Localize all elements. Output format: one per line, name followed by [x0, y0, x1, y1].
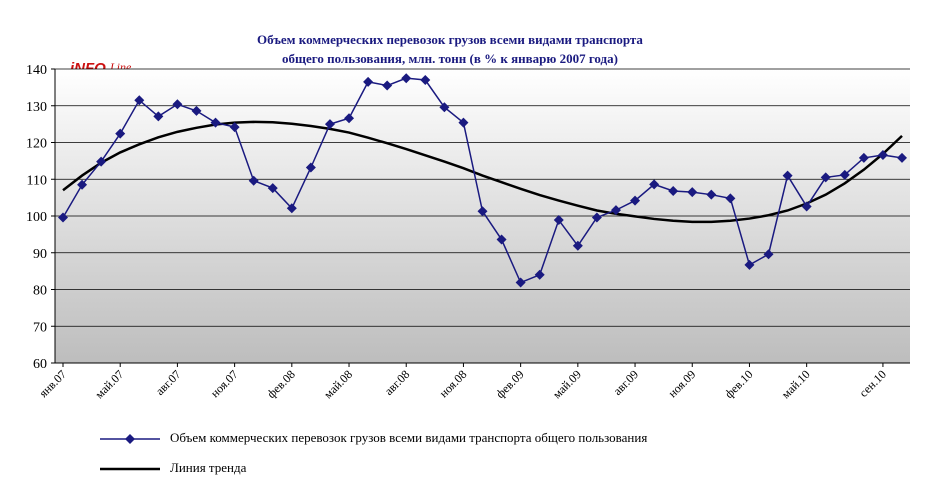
data-point	[420, 75, 431, 86]
data-point	[458, 117, 469, 128]
x-tick-label: авг.07	[153, 367, 184, 398]
data-point	[687, 187, 698, 198]
data-point	[229, 122, 240, 133]
legend-label-trend: Линия тренда	[170, 460, 247, 475]
data-point	[649, 179, 660, 190]
legend-label-data: Объем коммерческих перевозок грузов всем…	[170, 430, 648, 445]
y-tick-label: 90	[33, 247, 47, 262]
data-point	[439, 102, 450, 113]
data-point	[96, 156, 107, 167]
x-tick-label: ноя.09	[665, 367, 698, 400]
x-tick-label: май.09	[550, 367, 584, 401]
data-point	[210, 117, 221, 128]
trend-line	[62, 120, 903, 224]
data-point	[58, 212, 68, 223]
x-tick-label: янв.07	[36, 367, 69, 400]
data-point	[344, 113, 355, 124]
data-series	[58, 73, 907, 288]
data-point	[725, 193, 736, 204]
data-point	[763, 249, 774, 260]
data-point	[191, 105, 202, 116]
data-point	[706, 189, 717, 200]
data-point	[820, 172, 831, 183]
data-point	[839, 169, 850, 180]
data-point	[172, 99, 183, 110]
data-point	[248, 175, 259, 186]
x-tick-label: май.10	[779, 367, 813, 401]
x-tick-label: ноя.07	[208, 367, 241, 400]
data-point	[534, 269, 545, 280]
data-point	[858, 152, 869, 163]
data-point	[572, 240, 583, 251]
data-point	[668, 186, 679, 197]
data-point	[515, 277, 526, 288]
trend-series	[62, 120, 903, 224]
data-point	[897, 152, 907, 163]
data-point	[267, 183, 278, 194]
y-axis: 60 70 80 90 100 110 120 130 140	[26, 63, 56, 372]
y-tick-label: 110	[27, 173, 47, 188]
data-point	[496, 234, 507, 245]
data-point	[877, 149, 888, 160]
data-point	[591, 212, 602, 223]
legend-marker-trend	[100, 467, 160, 471]
data-point	[363, 76, 374, 87]
data-point	[286, 203, 297, 214]
data-point	[553, 215, 564, 226]
data-point	[305, 162, 316, 173]
x-tick-label: фев.10	[722, 367, 756, 401]
data-point	[630, 195, 641, 206]
legend-marker-data	[100, 434, 160, 444]
chart-title: Объем коммерческих перевозок грузов всем…	[180, 30, 720, 68]
data-point	[477, 206, 488, 217]
data-point	[324, 119, 335, 130]
x-axis: янв.07 май.07 авг.07 ноя.07 фев.08 май.08 авг.…	[36, 362, 910, 401]
data-point	[153, 111, 164, 122]
x-tick-label: авг.09	[610, 367, 641, 398]
data-point	[610, 205, 621, 216]
data-point	[744, 259, 755, 270]
y-tick-label: 70	[33, 320, 47, 335]
y-tick-label: 130	[26, 100, 47, 115]
x-tick-label: май.07	[92, 367, 126, 401]
y-tick-label: 100	[26, 210, 47, 225]
x-tick-label: ноя.08	[437, 367, 470, 400]
chart-title-line-2: общего пользования, млн. тонн (в % к янв…	[282, 51, 618, 66]
x-tick-label: май.08	[321, 367, 355, 401]
chart-title-line-1: Объем коммерческих перевозок грузов всем…	[257, 32, 643, 47]
data-point	[801, 201, 812, 212]
x-tick-label: авг.08	[382, 367, 413, 398]
y-tick-label: 60	[33, 357, 47, 372]
x-tick-label: сен.10	[856, 367, 889, 400]
data-point	[115, 128, 126, 139]
x-tick-label: фев.08	[264, 367, 298, 401]
y-tick-label: 140	[26, 63, 47, 78]
data-point	[77, 179, 88, 190]
line-chart: 60 70 80 90 100 110 120 130 140 янв.07 май.07 авг.…	[26, 63, 910, 401]
y-tick-label: 120	[26, 137, 47, 152]
data-point	[401, 73, 412, 84]
data-point	[134, 95, 145, 106]
y-tick-label: 80	[33, 284, 47, 299]
data-point	[782, 170, 793, 181]
data-point	[382, 80, 393, 91]
x-tick-label: фев.09	[493, 367, 527, 401]
